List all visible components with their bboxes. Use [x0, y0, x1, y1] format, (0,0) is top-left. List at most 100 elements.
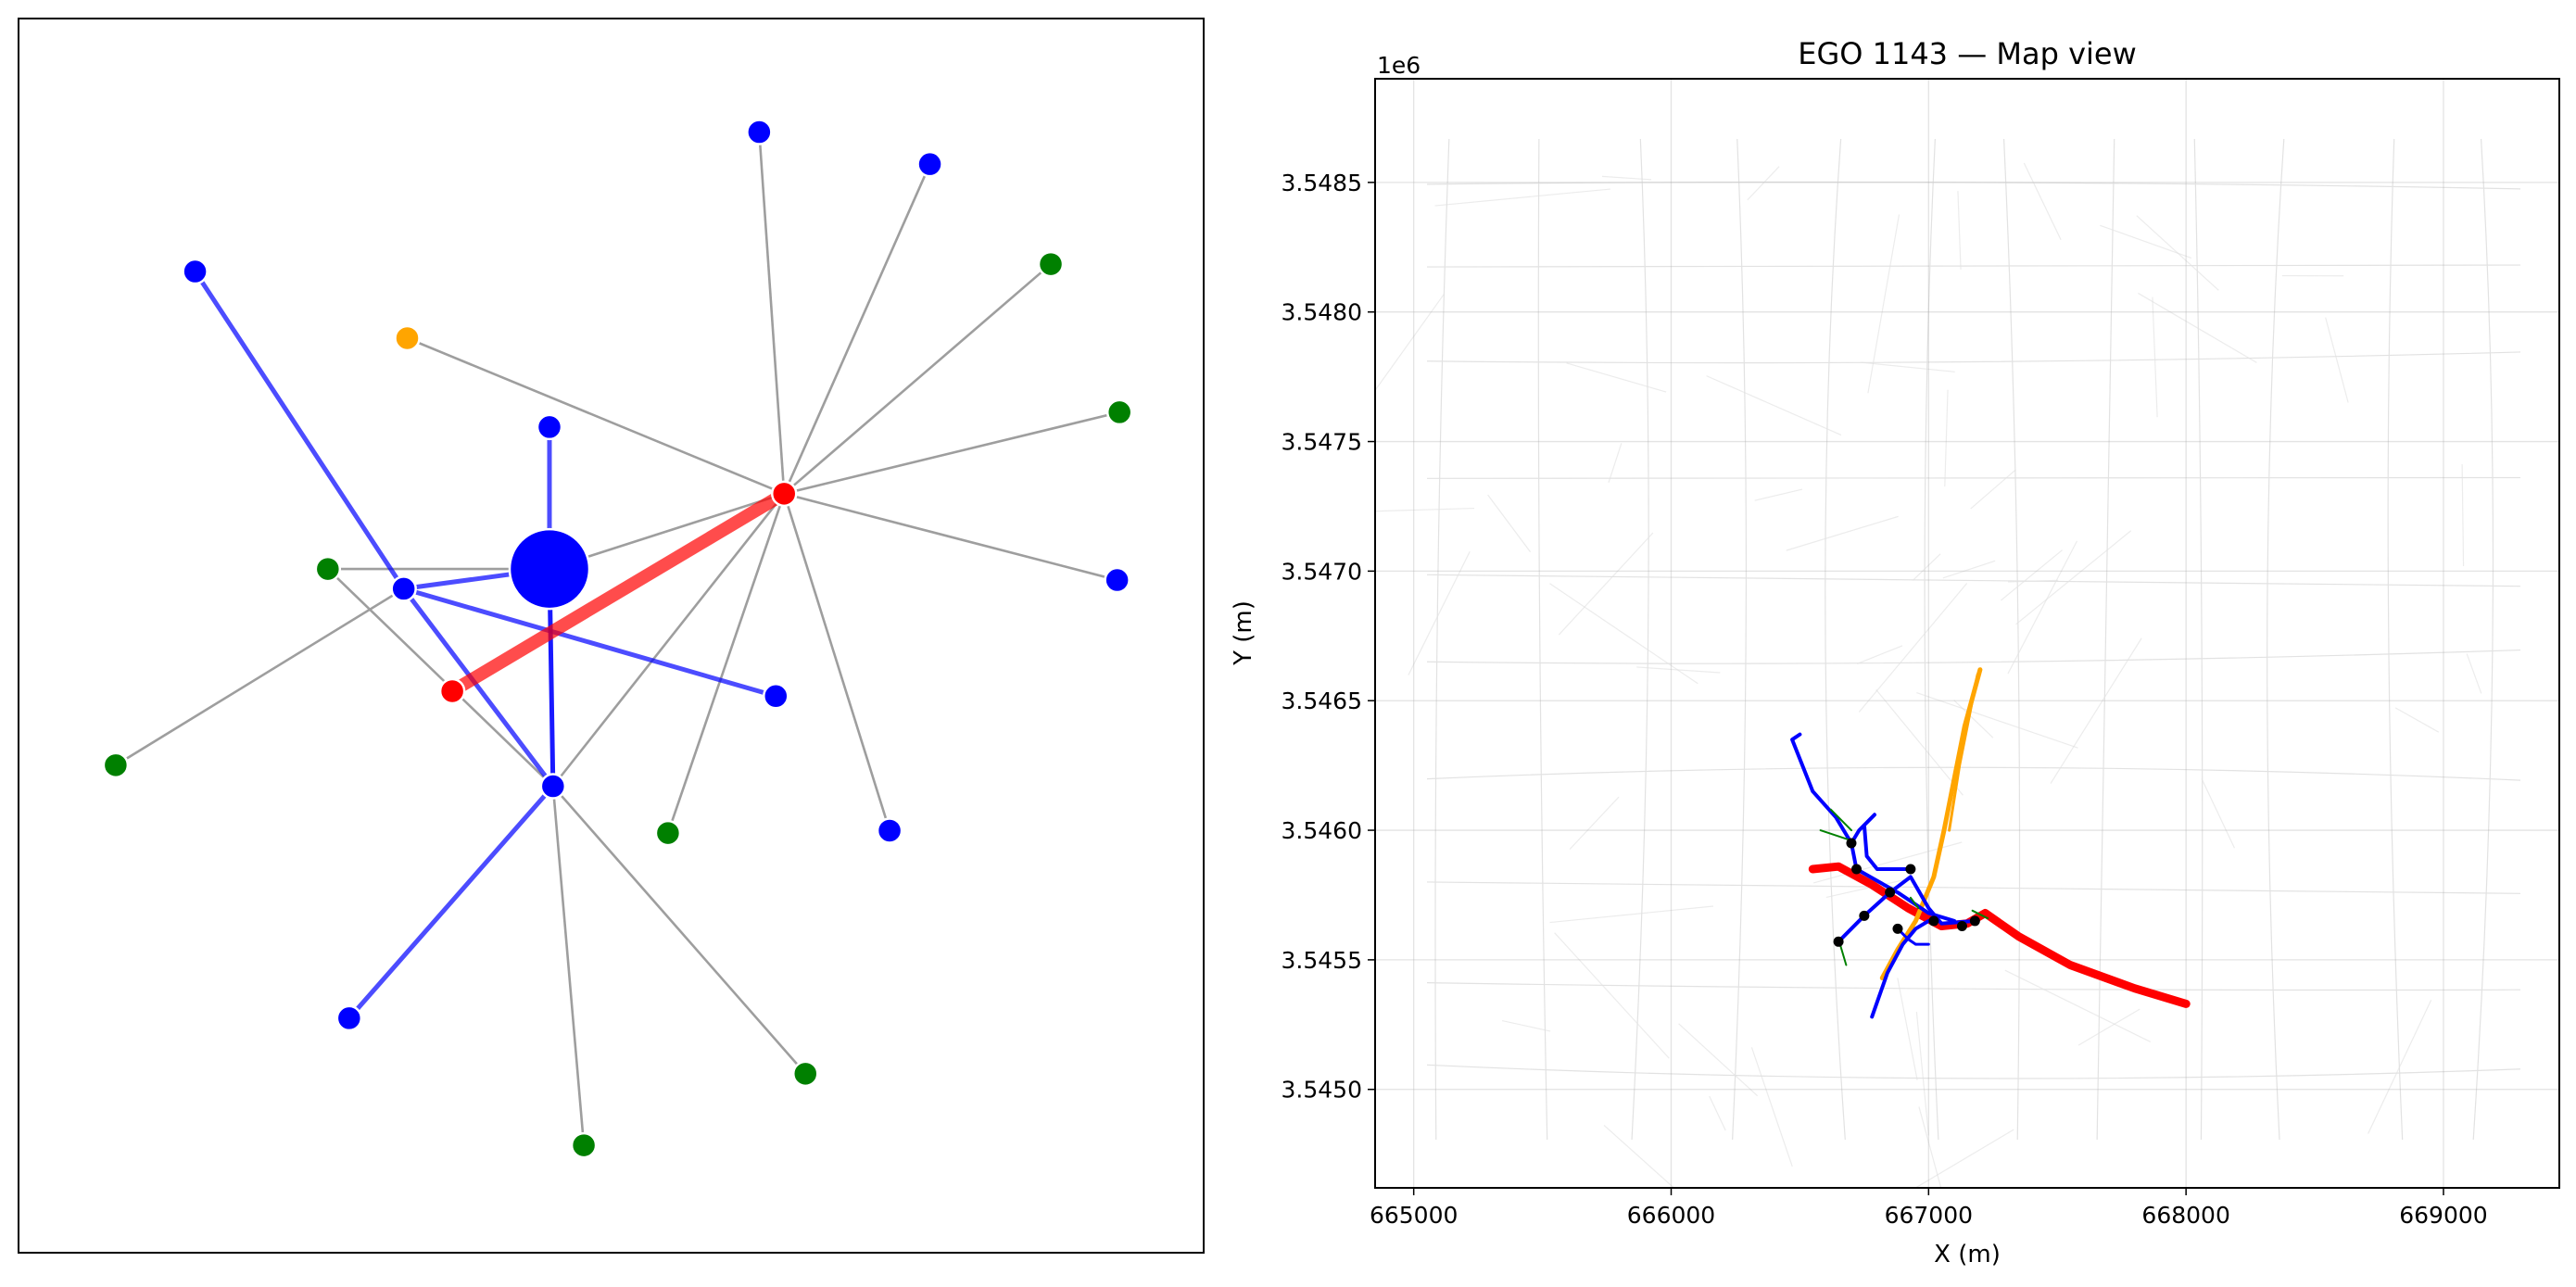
street-segment	[1608, 443, 1623, 484]
street-segment	[1944, 389, 1949, 486]
street-segment	[1957, 191, 1962, 270]
street-segment	[1487, 494, 1532, 553]
map-marker	[1928, 915, 1939, 927]
street-segment	[1549, 583, 1698, 685]
y-tick-label: 3.5455	[1282, 947, 1362, 974]
map-plot-background	[1375, 79, 2559, 1188]
network-edge-n16-n21	[551, 786, 586, 1146]
street-segment	[1569, 796, 1620, 850]
network-graph-frame	[18, 18, 1205, 1254]
map-marker	[1956, 921, 1967, 932]
network-node-vehicle	[390, 575, 417, 602]
map-marker	[1969, 915, 1980, 927]
map-ped-track	[1819, 829, 1852, 842]
map-view-panel: EGO 1143 — Map view 665000 666000 667000 66…	[1230, 36, 2560, 1268]
map-ped-track	[1829, 808, 1852, 832]
y-tick-label: 3.5465	[1282, 688, 1362, 714]
network-node-vehicle	[746, 119, 773, 145]
network-node-pedestrian	[1037, 250, 1065, 278]
network-node-vehicle	[539, 773, 567, 800]
network-node-cyclist	[394, 324, 421, 352]
street-road	[1426, 766, 2521, 781]
street-segment	[2001, 549, 2063, 601]
street-segment	[1375, 507, 1475, 512]
network-edge-n8-n4	[783, 263, 1052, 495]
street-road	[1825, 138, 1846, 1141]
street-segment	[1408, 550, 1471, 675]
street-segment	[2201, 778, 2235, 849]
street-segment	[1812, 841, 1963, 884]
map-marker	[1833, 936, 1844, 947]
y-axis-label: Y (m)	[1230, 600, 1257, 666]
street-segment	[1558, 532, 1654, 636]
street-segment	[1875, 688, 1964, 796]
x-axis-label: X (m)	[1934, 1241, 2001, 1268]
network-node-vehicle	[1104, 566, 1130, 594]
street-segment	[1856, 645, 1903, 664]
street-segment	[1566, 362, 1667, 393]
network-node-vehicle	[536, 413, 563, 441]
y-axis-ticks: 3.5450 3.5455 3.5460 3.5465 3.5470 3.5475 3.54…	[1282, 170, 1375, 1104]
network-edge-n8-n2	[783, 163, 931, 495]
x-tick-label: 668000	[2141, 1202, 2229, 1229]
street-segment	[1825, 877, 1912, 898]
street-segment	[1549, 905, 1714, 924]
network-edge-n16-n19	[347, 784, 555, 1020]
network-edge-n8-n18	[666, 493, 786, 834]
map-markers	[1833, 838, 1980, 947]
street-segment	[1918, 1106, 1942, 1188]
map-marker	[1851, 864, 1863, 875]
street-segment	[2023, 162, 2062, 241]
map-marker	[1885, 887, 1896, 898]
network-node-pedestrian	[1105, 398, 1133, 426]
map-ego-track	[1808, 862, 2191, 1008]
street-road	[1434, 138, 1450, 1141]
network-edge-n8-n5	[407, 336, 785, 496]
street-segment	[1601, 175, 1652, 181]
street-segment	[1860, 361, 1955, 372]
map-ped-track	[1971, 909, 1989, 920]
street-road	[1426, 1064, 2521, 1079]
x-tick-label: 669000	[2399, 1202, 2487, 1229]
street-segment	[2394, 707, 2440, 733]
network-node-pedestrian	[102, 751, 130, 779]
street-segment	[1942, 560, 1996, 579]
street-segment	[2461, 463, 2465, 567]
y-tick-label: 3.5485	[1282, 170, 1362, 196]
street-segment	[2050, 637, 2142, 784]
network-node-pedestrian	[792, 1060, 819, 1088]
network-node-vehicle	[335, 1004, 363, 1032]
street-segment	[1858, 583, 1968, 713]
street-road	[1426, 982, 2521, 991]
network-graph-panel	[18, 18, 1205, 1254]
street-road	[1924, 138, 1939, 1141]
map-agent-track	[1870, 918, 1931, 1019]
network-edge-n11-n16	[401, 587, 555, 789]
y-tick-label: 3.5475	[1282, 429, 1362, 456]
street-road	[2193, 138, 2203, 1141]
street-segment	[2015, 530, 2132, 625]
network-node-vehicle	[508, 527, 591, 611]
map-agent-track	[1896, 927, 1930, 946]
grid-lines	[1375, 79, 2559, 1188]
map-plot-frame	[1374, 78, 2560, 1189]
network-node-vehicle	[182, 258, 208, 285]
network-edge-n8-n9	[549, 492, 785, 571]
street-segment	[1501, 1019, 1551, 1032]
street-road	[1426, 351, 2521, 364]
street-segment	[1554, 932, 1670, 1059]
map-title: EGO 1143 — Map view	[1798, 36, 2137, 71]
map-marker	[1892, 923, 1903, 934]
street-segment	[1747, 166, 1780, 201]
street-segment	[1636, 666, 1721, 674]
street-segment	[2152, 297, 2158, 418]
x-tick-label: 665000	[1370, 1202, 1458, 1229]
x-axis-ticks: 665000 666000 667000 668000 669000	[1370, 1188, 2488, 1229]
network-edge-n11-n14	[402, 586, 777, 699]
street-road	[2002, 138, 2021, 1141]
network-node-pedestrian	[654, 819, 682, 847]
street-segment	[1786, 515, 1899, 551]
network-nodes	[102, 119, 1133, 1159]
y-tick-label: 3.5460	[1282, 817, 1362, 844]
network-edge-n16-n20	[551, 785, 807, 1075]
